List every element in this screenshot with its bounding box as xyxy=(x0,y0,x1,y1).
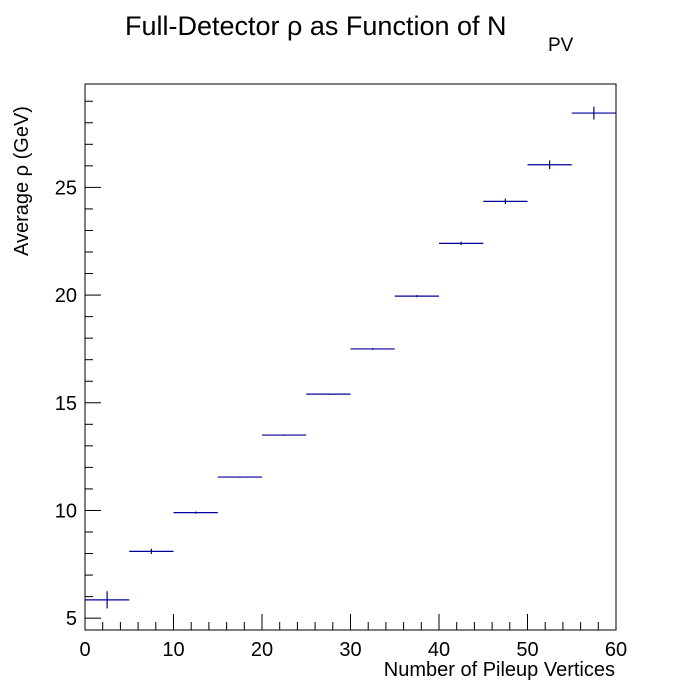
y-tick-label: 15 xyxy=(55,393,77,415)
data-point xyxy=(217,476,262,478)
data-point xyxy=(394,295,439,298)
y-axis-label: Average ρ (GeV) xyxy=(11,106,33,256)
x-tick-label: 20 xyxy=(251,639,273,661)
data-point xyxy=(483,198,528,205)
y-tick-label: 25 xyxy=(55,177,77,199)
data-point xyxy=(262,434,307,436)
data-series xyxy=(85,106,616,609)
x-axis-label: Number of Pileup Vertices xyxy=(384,659,615,681)
y-tick-label: 5 xyxy=(66,608,77,630)
data-point xyxy=(129,548,174,554)
data-point xyxy=(527,160,572,170)
data-point xyxy=(306,393,351,395)
x-tick-label: 0 xyxy=(79,639,90,661)
x-tick-label: 40 xyxy=(428,639,450,661)
data-point xyxy=(173,511,218,514)
x-tick-label: 50 xyxy=(516,639,538,661)
data-point xyxy=(350,348,395,350)
data-point xyxy=(85,591,130,609)
y-tick-label: 10 xyxy=(55,500,77,522)
y-tick-label: 20 xyxy=(55,285,77,307)
data-point xyxy=(571,106,616,120)
data-point xyxy=(439,241,484,246)
chart-title: Full-Detector ρ as Function of N xyxy=(125,11,507,41)
chart-title-subscript: PV xyxy=(548,35,574,56)
x-axis: 0 10 20 30 40 50 60 xyxy=(79,614,627,661)
plot-frame xyxy=(84,83,617,631)
x-tick-label: 10 xyxy=(162,639,184,661)
x-tick-label: 60 xyxy=(605,639,627,661)
x-tick-label: 30 xyxy=(339,639,361,661)
y-axis: 5 10 15 20 25 xyxy=(55,100,101,630)
